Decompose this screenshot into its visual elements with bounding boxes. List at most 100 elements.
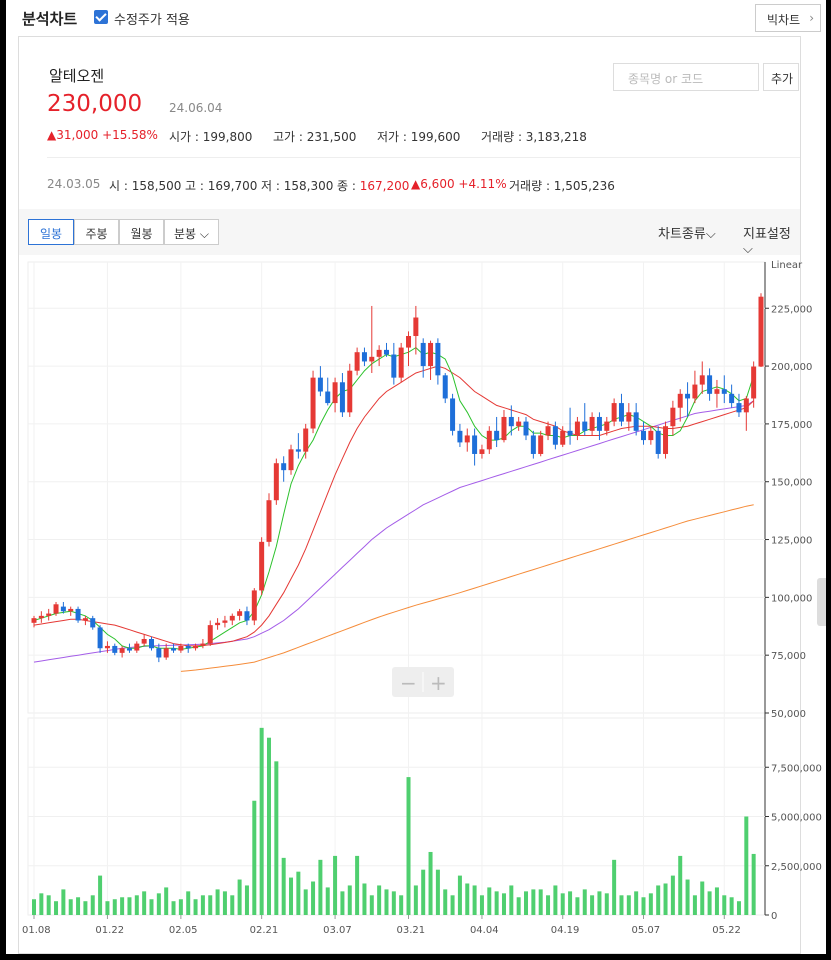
volume-bar (641, 897, 646, 915)
tab-daily[interactable]: 일봉 (28, 219, 74, 245)
prev-volume-value: 1,505,236 (553, 179, 615, 193)
volume-bar (134, 895, 139, 915)
indicator-settings-label: 지표설정 (743, 227, 791, 242)
volume-bar (178, 899, 183, 915)
volume-bar (76, 897, 81, 915)
candle-body (325, 391, 331, 404)
divider (47, 157, 800, 158)
prev-volume: 거래량 : 1,505,236 (509, 179, 615, 193)
volume-bar (509, 885, 514, 915)
candle-body (479, 449, 485, 454)
volume-bar (311, 881, 316, 915)
volume-bar (215, 889, 220, 915)
volume-bar (90, 895, 95, 915)
chart-type-menu[interactable]: 차트종류⌵ (658, 223, 716, 242)
candle-body (611, 403, 617, 422)
ma5-line (33, 346, 755, 650)
candle-body (215, 622, 221, 626)
volume-bar (281, 857, 286, 915)
date-tick-label: 04.04 (470, 925, 499, 936)
candle-body (743, 398, 749, 413)
open-value: 199,800 (202, 130, 253, 144)
volume-bar (714, 887, 719, 915)
volume-bar (244, 885, 249, 915)
candle-body (303, 428, 309, 452)
high-value: 231,500 (306, 130, 357, 144)
volume-bar (479, 895, 484, 915)
volume-bar (516, 897, 521, 915)
date-tick-label: 02.21 (250, 925, 279, 936)
volume-bar (149, 899, 154, 915)
big-chart-label: 빅차트 (767, 13, 801, 27)
stock-search-input[interactable]: 종목명 or 코드 (613, 63, 759, 91)
indicator-settings-menu[interactable]: 지표설정⌵ (743, 223, 800, 257)
volume-bar (391, 891, 396, 915)
volume-bar (340, 891, 345, 915)
adjusted-price-checkbox[interactable] (94, 10, 108, 24)
volume-bar (230, 895, 235, 915)
volume-bar (384, 889, 389, 915)
candle-body (317, 377, 323, 392)
candle-body (229, 615, 235, 621)
candle-body (68, 608, 74, 612)
volume-bar (318, 859, 323, 915)
volume-bar (156, 893, 161, 915)
window-title: 분석차트 (22, 10, 78, 28)
volume-bar (443, 889, 448, 915)
volume-bar (421, 869, 426, 915)
candle-body (736, 403, 742, 413)
candle-body (508, 416, 514, 427)
date-tick-label: 04.19 (551, 925, 580, 936)
zoom-in-button[interactable]: + (430, 671, 447, 695)
volume-bar (54, 901, 59, 915)
price-tick-label: 200,000 (771, 362, 812, 373)
candle-body (751, 366, 757, 399)
candle-body (200, 643, 206, 646)
prev-close-value: 167,200 (359, 179, 410, 193)
candle-body (530, 435, 536, 454)
candle-body (141, 638, 147, 644)
side-panel-handle[interactable] (817, 578, 826, 626)
date-tick-label: 05.22 (712, 925, 741, 936)
candle-body (104, 645, 110, 649)
volume-bar (355, 855, 360, 915)
volume-bar (553, 885, 558, 915)
tab-minute[interactable]: 분봉 ⌵ (164, 219, 219, 245)
prev-change-amount: 6,600 (420, 177, 455, 191)
volume-bar (208, 895, 213, 915)
candle-body (398, 347, 404, 378)
candle-body (383, 349, 389, 355)
candle-body (589, 416, 595, 431)
candle-body (758, 296, 764, 367)
candle-body (38, 615, 44, 619)
volume-bar (296, 871, 301, 915)
candle-body (501, 416, 507, 441)
volume-bar (531, 889, 536, 915)
zoom-out-button[interactable]: − (400, 671, 417, 695)
volume-bar (105, 901, 110, 915)
candle-body (604, 421, 610, 431)
low-stat: 저가 : 199,600 (377, 130, 461, 144)
candle-body (310, 377, 316, 429)
price-tick-label: 75,000 (771, 651, 806, 662)
tab-monthly[interactable]: 월봉 (119, 219, 164, 245)
price-volume-chart[interactable]: 225,000 200,000 175,000 150,000 125,000 100,0… (6, 0, 826, 954)
adjusted-price-label[interactable]: 수정주가 적용 (114, 13, 190, 28)
big-chart-button[interactable]: 빅차트 › (755, 4, 821, 32)
candle-body (538, 435, 544, 454)
candle-body (354, 352, 360, 371)
volume-bar (744, 816, 749, 915)
candle-body (442, 375, 448, 399)
volume-bar (289, 877, 294, 915)
date-tick-label: 03.07 (323, 925, 352, 936)
volume-bar (142, 891, 147, 915)
prev-low: 저 : 158,300 (261, 179, 334, 193)
tab-weekly[interactable]: 주봉 (74, 219, 119, 245)
candle-body (707, 375, 713, 394)
add-stock-button[interactable]: 추가 (763, 63, 799, 91)
candle-body (361, 352, 367, 362)
volume-bar (237, 879, 242, 915)
candle-body (112, 645, 118, 653)
volume-bar (362, 883, 367, 915)
volume-bar (634, 891, 639, 915)
